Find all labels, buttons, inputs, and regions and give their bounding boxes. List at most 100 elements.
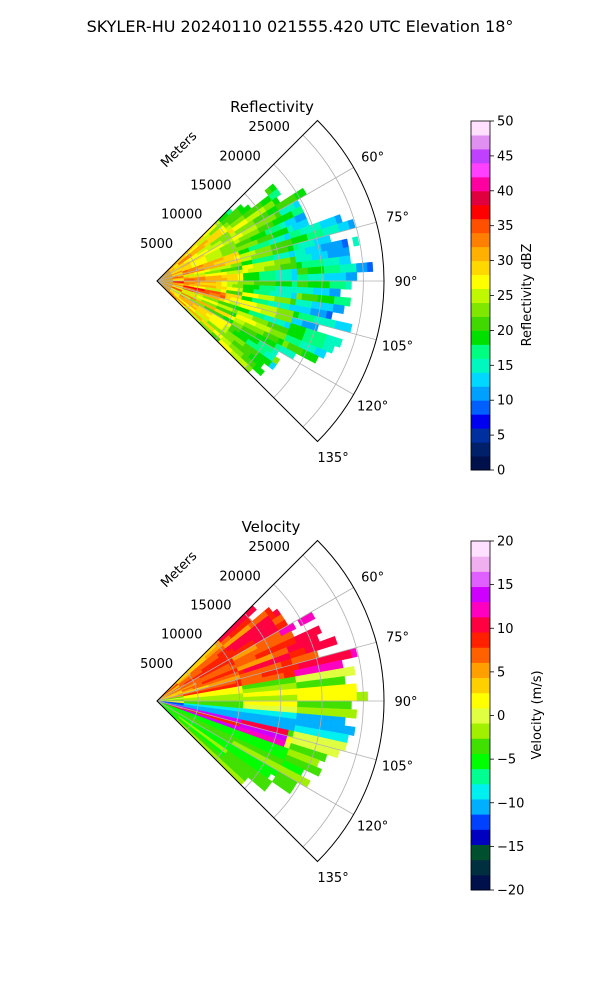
field-cell [248,280,255,286]
field-cell [339,264,347,274]
field-cell [340,272,347,282]
field-cell [226,694,233,699]
colorbar-segment [471,288,490,303]
field-cell [351,692,358,702]
field-cell [268,361,277,371]
field-cell [313,766,323,777]
field-cell [302,267,309,275]
field-cell [248,700,255,706]
colorbar-segment [471,302,490,317]
colorbar-tick-label: 5 [497,665,505,680]
field-cell [324,700,331,709]
colorbar-segment [471,204,490,220]
field-cell [253,276,260,282]
azimuth-gridline [156,280,354,395]
field-cell [326,343,336,354]
field-cell [259,705,266,711]
field-cell [307,693,314,702]
field-cell [296,713,303,721]
field-cell [285,263,292,270]
colorbar-segment [471,218,490,234]
field-cell [237,284,244,289]
radial-tick-label: 15000 [190,178,231,193]
field-cell [269,710,276,717]
field-cell [232,700,239,705]
field-cell [334,280,341,290]
field-cell [242,704,250,710]
field-cell [323,708,331,717]
radial-tick-label: 15000 [190,598,231,613]
field-cell [269,690,277,697]
field-cell [221,697,228,702]
field-cell [334,708,341,718]
field-cell [253,271,260,277]
field-cell [290,712,298,720]
field-cell [338,676,346,686]
field-cell [253,285,260,291]
field-cell [296,706,304,714]
azimuth-gridline [156,700,354,815]
colorbar-tick-label: 0 [497,464,505,479]
colorbar-segment [471,692,490,709]
colorbar-segment [471,798,490,815]
field-cell [280,291,287,299]
colorbar-segment [471,274,490,290]
field-cell [313,700,320,709]
field-cell [301,681,308,689]
field-cell [232,280,239,285]
field-cell [226,700,233,705]
field-cell [264,705,271,712]
field-cell [260,782,269,792]
field-cell [269,270,277,277]
field-cell [280,695,287,702]
field-cell [313,625,323,636]
field-cell [334,288,341,298]
reflectivity-field [156,183,374,377]
field-cell [296,286,304,294]
field-cell [248,276,255,282]
colorbar-segment [471,723,490,739]
field-cell [280,263,287,271]
azimuth-gridline [156,587,354,702]
radial-tick-label: 20000 [219,569,260,584]
field-cell [270,695,277,702]
field-cell [324,280,331,289]
colorbar-segment [471,662,490,679]
field-cell [328,295,335,305]
field-cell [351,272,358,282]
field-cell [291,274,298,282]
field-cell [269,685,276,692]
figure-title: SKYLER-HU 20240110 021555.420 UTC Elevat… [87,17,514,36]
field-cell [297,694,304,702]
field-cell [286,689,293,696]
colorbar-segment [471,372,490,387]
field-cell [269,290,276,297]
field-cell [329,288,336,297]
field-cell [313,273,320,282]
field-cell [345,263,352,273]
field-cell [285,784,295,795]
field-cell [312,686,320,695]
reflectivity-colorbar-label: Reflectivity dBZ [520,244,535,347]
field-cell [269,265,276,272]
field-cell [312,294,319,303]
field-cell [323,288,331,297]
colorbar-segment [471,148,490,164]
field-cell [279,258,286,265]
colorbar-segment [471,456,490,471]
field-cell [302,707,309,715]
velocity-radial-axis-label: Meters [158,549,200,591]
field-cell [290,292,298,300]
field-cell [329,280,336,289]
field-cell [307,700,314,709]
field-cell [247,688,255,694]
field-cell [231,690,238,695]
field-cell [221,694,228,699]
field-cell [345,280,352,290]
field-cell [268,680,276,687]
field-cell [313,693,320,702]
field-cell [345,709,352,719]
colorbar-segment [471,783,490,800]
field-cell [301,713,308,721]
field-cell [340,280,347,290]
